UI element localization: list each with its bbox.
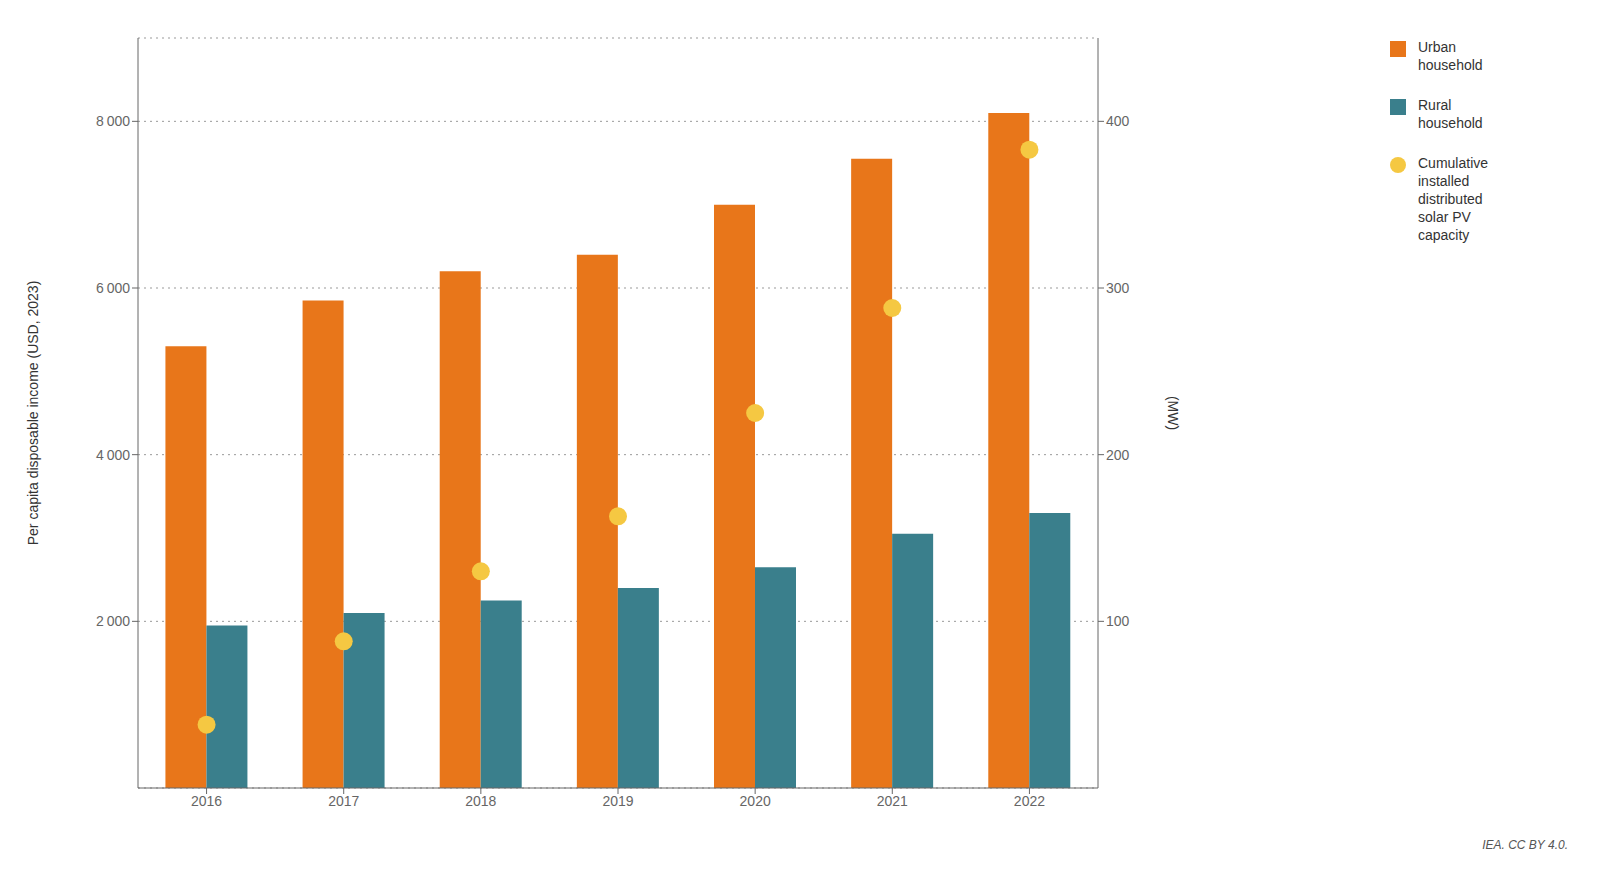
- svg-text:300: 300: [1106, 280, 1130, 296]
- html-text:Rural household: Rural household: [1418, 97, 1483, 131]
- svg-text:2020: 2020: [740, 793, 771, 809]
- html-text:IEA. CC BY 4.0.: IEA. CC BY 4.0.: [1482, 838, 1568, 852]
- svg-text:2022: 2022: [1014, 793, 1045, 809]
- svg-text:2016: 2016: [191, 793, 222, 809]
- html-text:Urban household: Urban household: [1418, 39, 1483, 73]
- svg-text:2021: 2021: [877, 793, 908, 809]
- svg-text:(MW): (MW): [1165, 396, 1181, 430]
- svg-text:100: 100: [1106, 613, 1130, 629]
- svg-text:2017: 2017: [328, 793, 359, 809]
- html-text:Cumulative installed distribut: Cumulative installed distributed solar P…: [1418, 155, 1488, 243]
- svg-text:2 000: 2 000: [96, 613, 130, 629]
- svg-text:2018: 2018: [465, 793, 496, 809]
- svg-text:Per capita disposable income (: Per capita disposable income (USD, 2023): [25, 281, 41, 546]
- svg-text:400: 400: [1106, 113, 1130, 129]
- svg-text:2019: 2019: [602, 793, 633, 809]
- svg-text:200: 200: [1106, 447, 1130, 463]
- svg-text:8 000: 8 000: [96, 113, 130, 129]
- svg-text:6 000: 6 000: [96, 280, 130, 296]
- svg-text:4 000: 4 000: [96, 447, 130, 463]
